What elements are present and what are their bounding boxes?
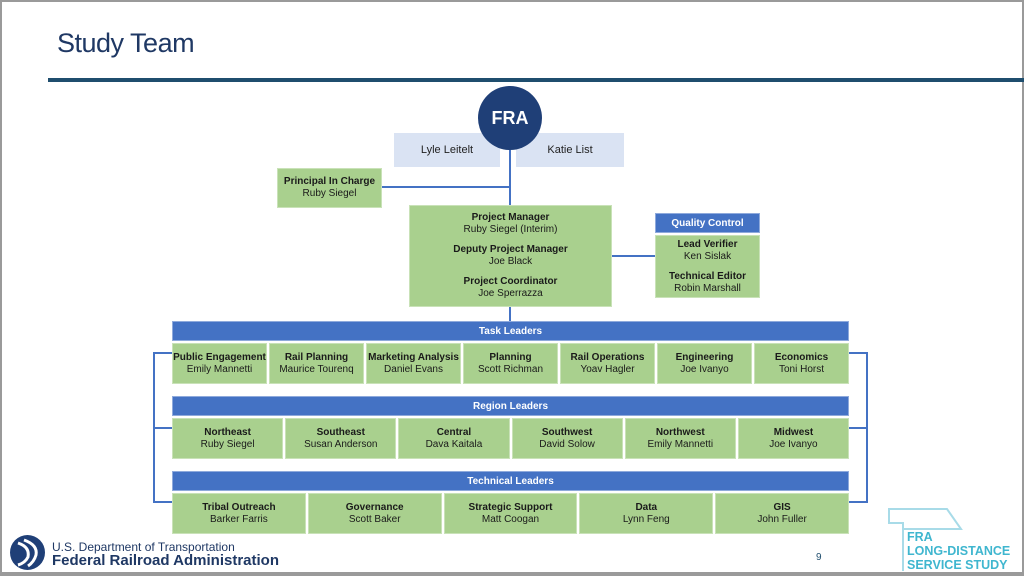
role: Project Coordinator bbox=[463, 276, 558, 287]
name: Matt Coogan bbox=[481, 513, 540, 525]
connector-line bbox=[509, 307, 511, 321]
member-cell: Governance Scott Baker bbox=[307, 493, 442, 534]
connector-line bbox=[153, 352, 172, 354]
fra-circle: FRA bbox=[478, 86, 542, 150]
member-cell: Rail Operations Yoav Hagler bbox=[560, 343, 655, 384]
role: Central bbox=[436, 426, 472, 438]
group-row: Tribal Outreach Barker Farris Governance Sc… bbox=[172, 493, 849, 534]
logo-line: LONG-DISTANCE bbox=[907, 544, 1011, 558]
fra-staff-box: Lyle Leitelt bbox=[394, 133, 500, 167]
role: Midwest bbox=[773, 426, 814, 438]
member-cell: Tribal Outreach Barker Farris bbox=[172, 493, 306, 534]
quality-control-header: Quality Control bbox=[655, 213, 760, 233]
member-cell: Engineering Joe Ivanyo bbox=[657, 343, 752, 384]
name: Toni Horst bbox=[778, 363, 824, 375]
name: Ken Sislak bbox=[683, 250, 732, 262]
name: John Fuller bbox=[757, 513, 807, 525]
name: Barker Farris bbox=[210, 513, 268, 525]
role: Economics bbox=[774, 351, 829, 363]
principal-box: Principal In Charge Ruby Siegel bbox=[277, 168, 382, 208]
role: Lead Verifier bbox=[677, 238, 738, 250]
name: Joe Ivanyo bbox=[769, 438, 818, 450]
role: Northwest bbox=[655, 426, 705, 438]
connector-line bbox=[153, 501, 172, 503]
member-cell: Public Engagement Emily Mannetti bbox=[172, 343, 267, 384]
name: Ruby Siegel bbox=[200, 438, 255, 450]
study-logo-outline bbox=[888, 508, 963, 571]
member-cell: Southeast Susan Anderson bbox=[285, 418, 397, 459]
name: Joe Ivanyo bbox=[680, 363, 729, 375]
title-rule bbox=[48, 78, 1024, 82]
role: Planning bbox=[489, 351, 532, 363]
name: Joe Black bbox=[488, 256, 533, 267]
name: Lynn Feng bbox=[622, 513, 670, 525]
member-cell: Economics Toni Horst bbox=[754, 343, 849, 384]
quality-control-box: Lead Verifier Ken Sislak Technical Editor… bbox=[655, 235, 760, 298]
role: Strategic Support bbox=[468, 501, 553, 513]
member-cell: Marketing Analysis Daniel Evans bbox=[366, 343, 461, 384]
role: Southeast bbox=[316, 426, 365, 438]
role: GIS bbox=[773, 501, 791, 513]
role: Tribal Outreach bbox=[202, 501, 276, 513]
member-cell: Planning Scott Richman bbox=[463, 343, 558, 384]
logo-line: FRA bbox=[907, 530, 933, 544]
connector-line bbox=[849, 352, 868, 354]
role: Marketing Analysis bbox=[368, 351, 459, 363]
role: Data bbox=[635, 501, 658, 513]
name: Ruby Siegel bbox=[302, 188, 357, 199]
name: Emily Mannetti bbox=[186, 363, 253, 375]
role: Northeast bbox=[204, 426, 251, 438]
role: Technical Editor bbox=[668, 270, 747, 282]
role: Rail Planning bbox=[284, 351, 349, 363]
connector-line bbox=[382, 186, 510, 188]
connector-line bbox=[612, 255, 655, 257]
name: Scott Richman bbox=[477, 363, 544, 375]
study-logo-text: FRA LONG-DISTANCE SERVICE STUDY bbox=[907, 530, 1010, 572]
page-number: 9 bbox=[816, 552, 822, 563]
member-cell: Southwest David Solow bbox=[511, 418, 623, 459]
member-cell: Data Lynn Feng bbox=[579, 493, 714, 534]
name: Joe Sperrazza bbox=[478, 288, 543, 299]
group-header: Technical Leaders bbox=[172, 471, 849, 491]
member-cell: Northwest Emily Mannetti bbox=[624, 418, 736, 459]
name: Dava Kaitala bbox=[425, 438, 483, 450]
connector-line bbox=[849, 501, 868, 503]
role: Engineering bbox=[675, 351, 734, 363]
role: Governance bbox=[345, 501, 404, 513]
group-header: Task Leaders bbox=[172, 321, 849, 341]
slide-title: Study Team bbox=[57, 28, 195, 58]
management-box: Project Manager Ruby Siegel (Interim) Dep… bbox=[409, 205, 612, 307]
name: Ruby Siegel (Interim) bbox=[463, 224, 558, 235]
role: Deputy Project Manager bbox=[453, 244, 568, 255]
name: Robin Marshall bbox=[674, 282, 741, 294]
connector-line bbox=[849, 427, 868, 429]
role: Principal In Charge bbox=[283, 176, 376, 187]
role: Southwest bbox=[541, 426, 593, 438]
connector-line bbox=[153, 427, 172, 429]
group-row: Public Engagement Emily Mannetti Rail Plan… bbox=[172, 343, 849, 384]
logo-line: SERVICE STUDY bbox=[907, 558, 1008, 572]
role: Rail Operations bbox=[570, 351, 645, 363]
name: Susan Anderson bbox=[304, 438, 378, 450]
member-cell: GIS John Fuller bbox=[715, 493, 849, 534]
member-cell: Rail Planning Maurice Tourenq bbox=[269, 343, 364, 384]
name: David Solow bbox=[539, 438, 595, 450]
name: Maurice Tourenq bbox=[279, 363, 354, 375]
agency-name: Federal Railroad Administration bbox=[52, 552, 279, 569]
connector-line bbox=[509, 150, 511, 206]
dot-logo bbox=[10, 535, 45, 570]
role: Project Manager bbox=[471, 212, 550, 223]
group-header: Region Leaders bbox=[172, 396, 849, 416]
member-cell: Central Dava Kaitala bbox=[398, 418, 510, 459]
role: Public Engagement bbox=[173, 351, 266, 363]
name: Emily Mannetti bbox=[647, 438, 714, 450]
member-cell: Northeast Ruby Siegel bbox=[172, 418, 284, 459]
name: Yoav Hagler bbox=[580, 363, 635, 375]
name: Scott Baker bbox=[348, 513, 401, 525]
member-cell: Strategic Support Matt Coogan bbox=[443, 493, 578, 534]
dot-name: U.S. Department of Transportation bbox=[52, 540, 235, 554]
group-row: Northeast Ruby Siegel Southeast Susan Ander… bbox=[172, 418, 850, 459]
member-cell: Midwest Joe Ivanyo bbox=[737, 418, 850, 459]
name: Daniel Evans bbox=[384, 363, 443, 375]
